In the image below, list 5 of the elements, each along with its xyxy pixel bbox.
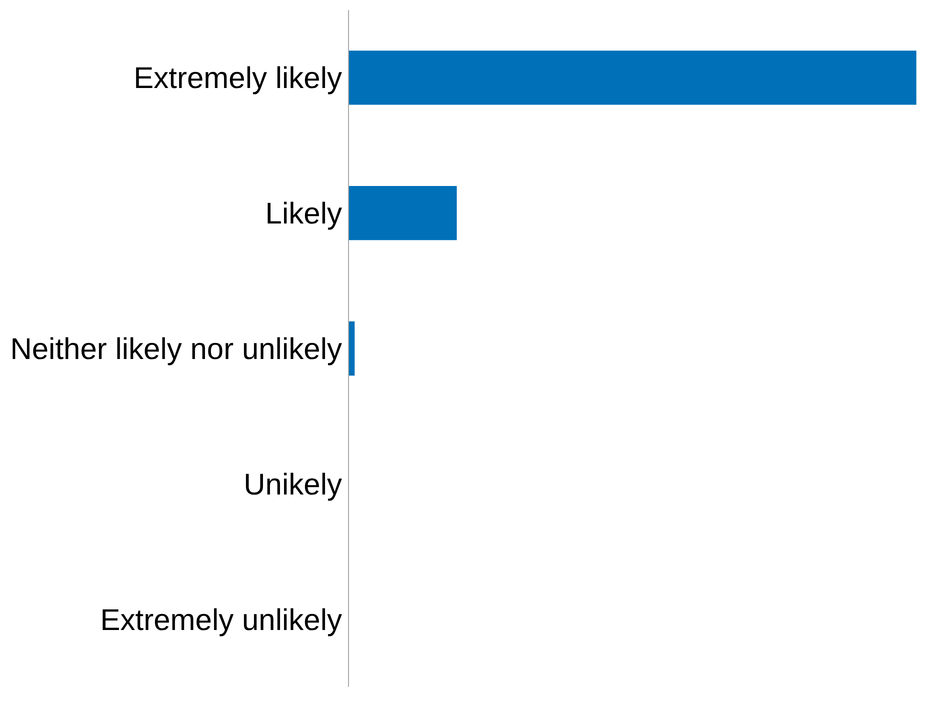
y-tick-label: Extremely unlikely: [100, 604, 342, 637]
y-tick-label: Unikely: [244, 468, 342, 502]
y-tick-label: Likely: [265, 198, 342, 231]
y-tick-label: Neither likely nor unlikely: [10, 333, 342, 366]
y-tick-label: Extremely likely: [134, 62, 342, 96]
